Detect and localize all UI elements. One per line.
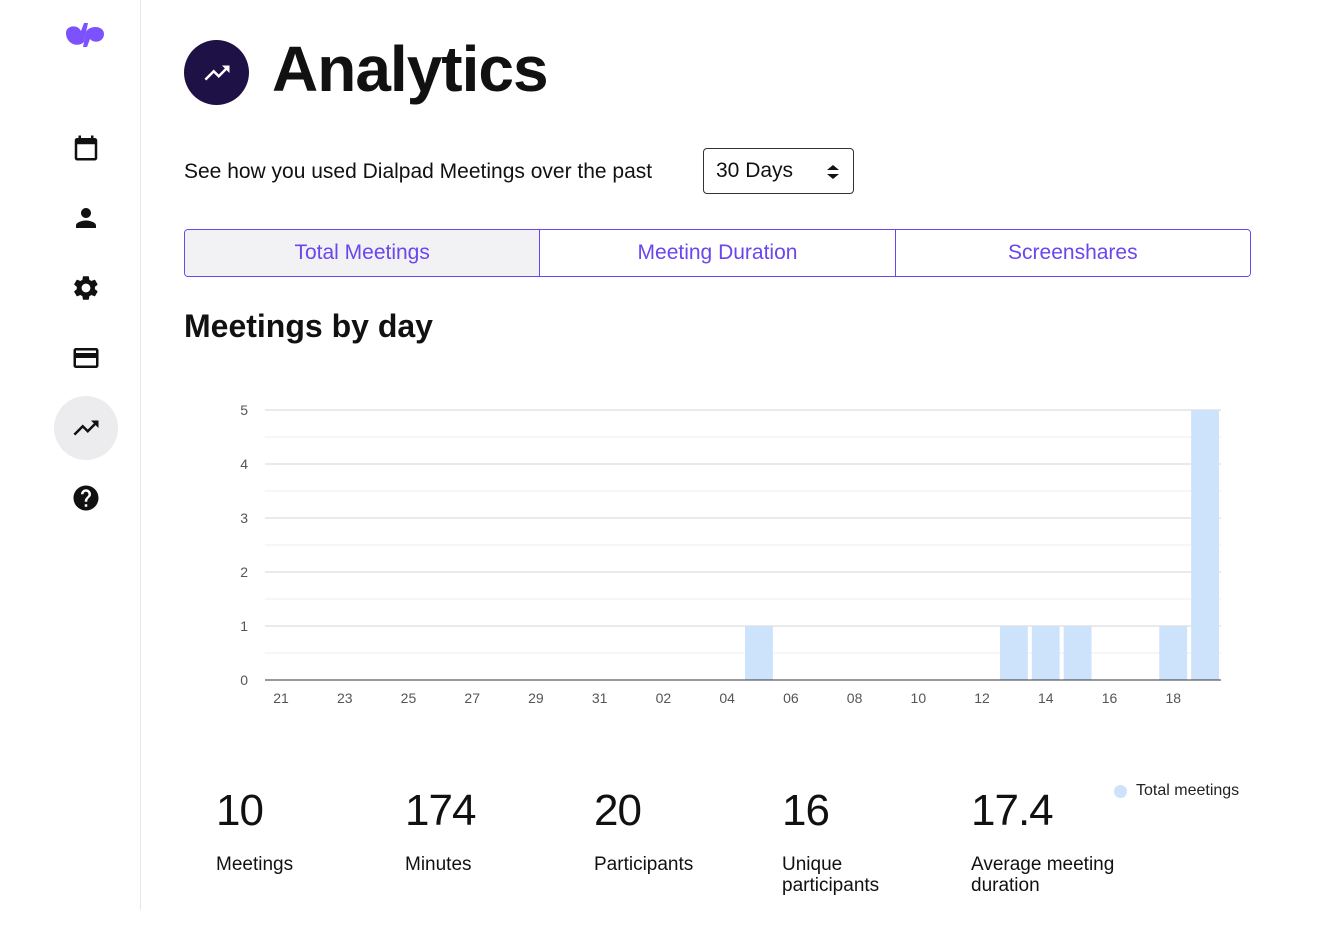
date-range-select[interactable]: 30 Days: [703, 148, 854, 194]
x-tick-label: 10: [911, 690, 927, 706]
sidebar-item-billing[interactable]: [54, 326, 118, 390]
x-tick-label: 02: [656, 690, 672, 706]
chart-y-axis: 0 1 2 3 4 5: [240, 402, 248, 688]
metric-tabs: Total Meetings Meeting Duration Screensh…: [184, 229, 1251, 277]
x-tick-label: 31: [592, 690, 608, 706]
select-arrows-icon: [827, 165, 839, 179]
bar[interactable]: [999, 626, 1028, 680]
bar[interactable]: [745, 626, 773, 680]
stat-value: 10: [216, 786, 264, 835]
intro-text: See how you used Dialpad Meetings over t…: [184, 160, 653, 183]
legend-label: Total meetings: [1136, 782, 1240, 799]
stat-label: Unique participants: [782, 854, 880, 896]
stat-value: 174: [405, 786, 476, 835]
y-tick-label: 1: [240, 618, 248, 634]
sidebar-item-analytics[interactable]: [54, 396, 118, 460]
credit-card-icon: [73, 348, 99, 368]
chart-bars: [745, 410, 1219, 680]
x-tick-label: 06: [783, 690, 799, 706]
chart-x-axis: 21 23 25 27 29 31 02 04 06 08 10 12 14 16 18: [265, 679, 1221, 706]
tab-meeting-duration[interactable]: Meeting Duration: [539, 230, 895, 276]
x-tick-label: 04: [719, 690, 735, 706]
page-title: Analytics: [272, 33, 549, 105]
stat-meetings: 10 Meetings: [216, 786, 386, 875]
bar[interactable]: [1031, 626, 1060, 680]
stat-unique-participants: 16 Unique participants: [782, 786, 902, 896]
stat-minutes: 174 Minutes: [405, 786, 575, 875]
stat-value: 20: [594, 786, 642, 835]
x-tick-label: 16: [1102, 690, 1118, 706]
header-analytics-icon: [184, 40, 249, 105]
x-tick-label: 25: [401, 690, 417, 706]
stat-participants: 20 Participants: [594, 786, 764, 875]
person-icon: [76, 208, 96, 228]
y-tick-label: 4: [240, 456, 248, 472]
x-tick-label: 08: [847, 690, 863, 706]
x-tick-label: 14: [1038, 690, 1054, 706]
x-tick-label: 21: [273, 690, 289, 706]
x-tick-label: 18: [1165, 690, 1181, 706]
chart-legend: Total meetings: [1114, 782, 1239, 800]
stat-value: 16: [782, 786, 830, 835]
bar[interactable]: [1159, 626, 1188, 680]
bar[interactable]: [1063, 626, 1092, 680]
trending-up-icon: [73, 420, 99, 436]
sidebar: [0, 0, 141, 910]
chart-grid: [265, 409, 1221, 681]
sidebar-item-profile[interactable]: [54, 186, 118, 250]
chart-title: Meetings by day: [184, 308, 433, 344]
x-tick-label: 23: [337, 690, 353, 706]
legend-swatch: [1114, 784, 1127, 798]
dialpad-logo[interactable]: [64, 20, 108, 50]
calendar-icon: [74, 135, 98, 161]
y-tick-label: 3: [240, 510, 248, 526]
help-icon: [73, 485, 99, 511]
y-tick-label: 0: [240, 672, 248, 688]
tab-total-meetings[interactable]: Total Meetings: [185, 230, 540, 276]
stat-label: Minutes: [405, 854, 472, 875]
y-tick-label: 5: [240, 402, 248, 418]
stat-value: 17.4: [971, 786, 1054, 835]
x-tick-label: 29: [528, 690, 544, 706]
sidebar-item-help[interactable]: [54, 466, 118, 530]
dialpad-logo-icon: [66, 23, 104, 47]
gear-icon: [74, 276, 98, 300]
x-tick-label: 27: [464, 690, 480, 706]
stat-average-duration: 17.4 Average meeting duration: [971, 786, 1131, 896]
trending-up-icon: [204, 65, 229, 80]
date-range-value: 30 Days: [716, 159, 794, 182]
stat-label: Participants: [594, 854, 694, 875]
sidebar-item-calendar[interactable]: [54, 116, 118, 180]
sidebar-item-settings[interactable]: [54, 256, 118, 320]
bar[interactable]: [1191, 410, 1219, 680]
stat-label: Average meeting duration: [971, 854, 1115, 896]
x-tick-label: 12: [974, 690, 990, 706]
tab-screenshares[interactable]: Screenshares: [894, 230, 1250, 276]
y-tick-label: 2: [240, 564, 248, 580]
stat-label: Meetings: [216, 854, 294, 875]
